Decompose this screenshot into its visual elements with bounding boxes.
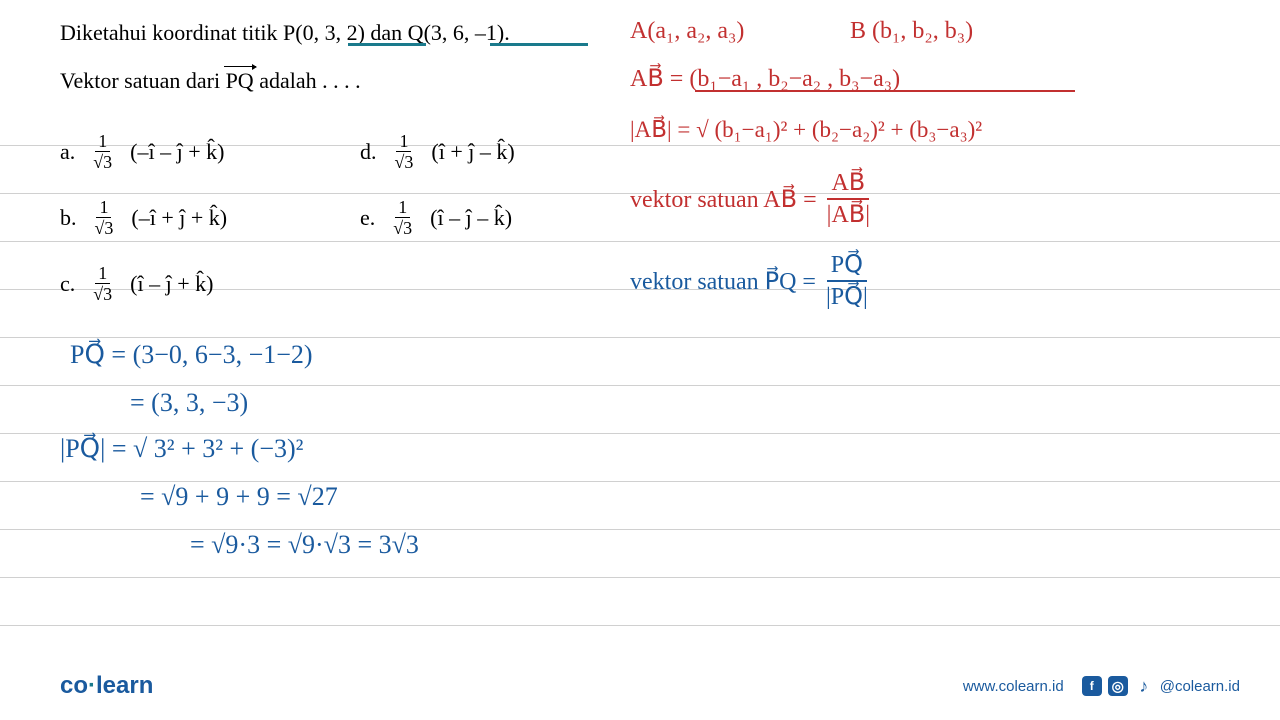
fraction: 1√3 bbox=[395, 132, 414, 171]
social-icons: f ◎ ♪ @colearn.id bbox=[1082, 676, 1240, 696]
hand-blue-pq-1: PQ⃗ = (3−0, 6−3, −1−2) bbox=[70, 340, 313, 370]
instagram-icon[interactable]: ◎ bbox=[1108, 676, 1128, 696]
hand-red-a: A(a₁, a₂, a₃) bbox=[630, 18, 744, 45]
question-line-2: Vektor satuan dari PQ adalah . . . . bbox=[60, 68, 361, 94]
underline-q-coords bbox=[490, 43, 588, 46]
option-b[interactable]: b. 1√3 (–î + ĵ + k̂) bbox=[60, 198, 227, 237]
tiktok-icon[interactable]: ♪ bbox=[1134, 676, 1154, 696]
option-expr: (–î + ĵ + k̂) bbox=[131, 205, 227, 231]
footer-url[interactable]: www.colearn.id bbox=[963, 678, 1064, 695]
option-letter: d. bbox=[360, 139, 377, 165]
hand-red-ab-mag: |AB⃗| = √ (b₁−a₁)² + (b₂−a₂)² + (b₃−a₃)² bbox=[630, 117, 982, 143]
option-expr: (î + ĵ – k̂) bbox=[431, 139, 514, 165]
option-expr: (î – ĵ – k̂) bbox=[430, 205, 512, 231]
fraction: 1√3 bbox=[95, 198, 114, 237]
social-handle: @colearn.id bbox=[1160, 678, 1240, 695]
option-d[interactable]: d. 1√3 (î + ĵ – k̂) bbox=[360, 132, 515, 171]
option-expr: (î – ĵ + k̂) bbox=[130, 271, 213, 297]
hand-blue-mag-3: = √9·3 = √9·√3 = 3√3 bbox=[190, 530, 419, 560]
hand-blue-mag-1: |PQ⃗| = √ 3² + 3² + (−3)² bbox=[60, 434, 303, 464]
brand-logo: co·learn bbox=[60, 672, 153, 700]
fraction: 1√3 bbox=[93, 264, 112, 303]
hand-red-unit-vec: vektor satuan AB⃗ = AB⃗|AB⃗| bbox=[630, 170, 870, 229]
option-c[interactable]: c. 1√3 (î – ĵ + k̂) bbox=[60, 264, 213, 303]
hand-red-ab-def: AB⃗ = (b₁−a₁ , b₂−a₂ , b₃−a₃) bbox=[630, 64, 900, 93]
fraction: 1√3 bbox=[393, 198, 412, 237]
hand-red-b: B (b₁, b₂, b₃) bbox=[850, 18, 973, 45]
option-letter: b. bbox=[60, 205, 77, 231]
hand-red-underline bbox=[695, 90, 1075, 92]
hand-blue-pq-2: = (3, 3, −3) bbox=[130, 388, 248, 418]
footer-bar: co·learn www.colearn.id f ◎ ♪ @colearn.i… bbox=[60, 672, 1240, 700]
question-line-1: Diketahui koordinat titik P(0, 3, 2) dan… bbox=[60, 20, 510, 46]
option-letter: c. bbox=[60, 271, 75, 297]
option-a[interactable]: a. 1√3 (–î – ĵ + k̂) bbox=[60, 132, 224, 171]
facebook-icon[interactable]: f bbox=[1082, 676, 1102, 696]
underline-p-coords bbox=[348, 43, 426, 46]
option-letter: a. bbox=[60, 139, 75, 165]
hand-blue-mag-2: = √9 + 9 + 9 = √27 bbox=[140, 482, 338, 512]
hand-blue-unit-vec: vektor satuan P⃗Q = PQ⃗|PQ⃗| bbox=[630, 252, 868, 311]
option-letter: e. bbox=[360, 205, 375, 231]
fraction: 1√3 bbox=[93, 132, 112, 171]
option-e[interactable]: e. 1√3 (î – ĵ – k̂) bbox=[360, 198, 512, 237]
option-expr: (–î – ĵ + k̂) bbox=[130, 139, 224, 165]
